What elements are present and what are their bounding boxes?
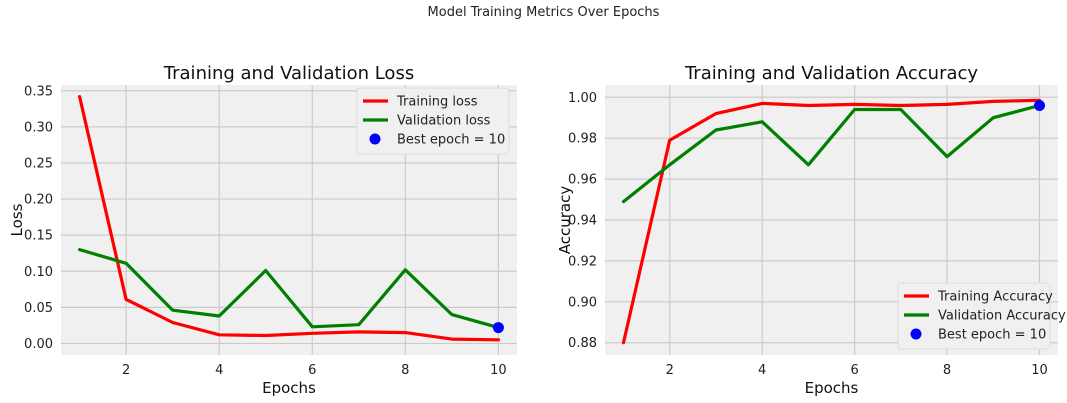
legend-label: Training Accuracy (937, 290, 1053, 305)
best-epoch-point (1034, 99, 1046, 111)
legend-label: Validation Accuracy (938, 309, 1066, 324)
y-tick-label: 0.25 (24, 156, 53, 171)
y-tick-label: 0.88 (568, 336, 597, 351)
series-line-1 (621, 98, 1042, 345)
chart-panel-2: 2 4 6 8 10 0.88 0.90 0.92 0.94 0.96 0.98 1.00 Traini… (556, 63, 1066, 397)
y-tick-label: 0.00 (24, 337, 53, 352)
x-tick-label: 4 (758, 363, 766, 378)
legend-label: Best epoch = 10 (938, 328, 1046, 343)
y-tick-label: 0.15 (24, 229, 53, 244)
y-tick-label: 0.98 (568, 132, 597, 147)
y-tick-label: 1.00 (568, 91, 597, 106)
x-tick-label: 8 (943, 363, 951, 378)
y-tick-label: 0.05 (24, 301, 53, 316)
x-tick-label: 2 (666, 363, 674, 378)
legend-best-marker (910, 328, 922, 340)
chart-title: Training and Validation Loss (163, 63, 414, 84)
y-axis-label: Accuracy (556, 186, 574, 255)
y-tick-label: 0.90 (568, 295, 597, 310)
series-line-2 (77, 248, 500, 330)
best-epoch-point (492, 322, 504, 334)
x-tick-label: 6 (850, 363, 858, 378)
x-tick-label: 10 (490, 363, 507, 378)
legend: Training Accuracy Validation Accuracy Best… (897, 282, 1066, 350)
legend-label: Validation loss (397, 114, 491, 129)
x-tick-label: 2 (122, 363, 130, 378)
y-tick-label: 0.96 (568, 173, 597, 188)
series-line-2 (621, 103, 1042, 204)
legend-box (356, 87, 510, 155)
x-tick-label: 6 (308, 363, 316, 378)
legend-label: Training loss (396, 95, 478, 110)
chart-panel-1: 2 4 6 8 10 0.00 0.05 0.10 0.15 0.20 0.25 0.30 0.35 Tr… (8, 63, 517, 397)
x-tick-label: 4 (215, 363, 223, 378)
y-axis-label: Loss (8, 203, 26, 236)
y-tick-label: 0.20 (24, 193, 53, 208)
y-tick-label: 0.30 (24, 120, 53, 135)
x-tick-label: 10 (1031, 363, 1048, 378)
legend: Training loss Validation loss Best epoch =… (356, 87, 510, 155)
y-tick-label: 0.35 (24, 84, 53, 99)
x-axis-label: Epochs (805, 379, 859, 397)
x-tick-label: 8 (401, 363, 409, 378)
y-tick-label: 0.10 (24, 265, 53, 280)
y-tick-label: 0.94 (568, 214, 597, 229)
y-tick-label: 0.92 (568, 254, 597, 269)
legend-best-marker (369, 133, 381, 145)
legend-box (897, 282, 1051, 350)
figure-title: Model Training Metrics Over Epochs (427, 5, 660, 20)
x-axis-label: Epochs (262, 379, 316, 397)
chart-title: Training and Validation Accuracy (684, 63, 978, 84)
series-line-1 (77, 94, 500, 342)
legend-label: Best epoch = 10 (397, 133, 505, 148)
